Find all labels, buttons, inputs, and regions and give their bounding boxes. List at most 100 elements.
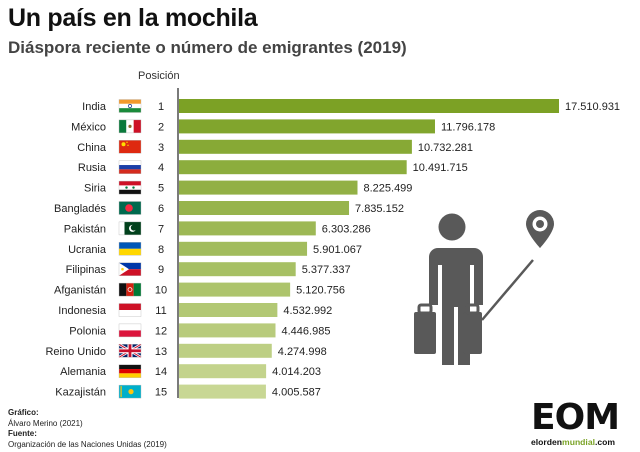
country-label: China (77, 142, 107, 154)
kazakhstan-flag (118, 384, 142, 399)
bangladesh-flag (118, 201, 142, 215)
bar-row: Pakistán 7 6.303.286 (64, 221, 371, 236)
country-label: India (82, 101, 107, 113)
ukraine-flag (118, 242, 142, 256)
position-label: 13 (155, 346, 167, 358)
country-label: México (71, 121, 106, 133)
bar (179, 160, 407, 175)
country-label: Filipinas (66, 264, 107, 276)
position-label: 4 (158, 162, 164, 174)
position-label: 1 (158, 101, 164, 113)
bar-row: Polonia 12 4.446.985 (69, 323, 331, 338)
bar (179, 364, 267, 379)
bar (179, 119, 435, 134)
country-label: Rusia (78, 162, 107, 174)
uk-flag (118, 343, 142, 359)
bar-row: Rusia 4 10.491.715 (78, 160, 468, 175)
position-label: 15 (155, 387, 167, 399)
source-text: Organización de las Naciones Unidas (201… (8, 439, 167, 449)
position-column-header: Posición (138, 70, 180, 82)
graphic-author: Álvaro Merino (2021) (8, 418, 83, 428)
country-label: Siria (84, 183, 107, 195)
bar-row: Alemania 14 4.014.203 (60, 364, 321, 379)
bar (179, 262, 296, 277)
country-label: Reino Unido (45, 346, 106, 358)
bar-row: Bangladés 6 7.835.152 (54, 201, 404, 215)
pakistan-flag (118, 221, 142, 236)
india-flag (118, 99, 142, 113)
bar (179, 343, 272, 358)
poland-flag (118, 323, 142, 338)
bar-row: Kazajistán 15 4.005.587 (55, 384, 321, 399)
country-label: Kazajistán (55, 387, 106, 399)
credits: Gráfico: Álvaro Merino (2021) Fuente: Or… (8, 408, 167, 450)
eom-logo: EOM elordenmundial.com (531, 397, 637, 448)
position-label: 6 (158, 203, 164, 215)
value-label: 5.901.067 (313, 244, 362, 256)
position-label: 10 (155, 285, 167, 297)
value-label: 4.014.203 (272, 366, 321, 378)
chart-title: Un país en la mochila (8, 4, 258, 32)
bar (179, 139, 412, 154)
location-pin-icon (526, 210, 554, 248)
russia-flag (118, 160, 142, 174)
bar (179, 99, 559, 113)
country-label: Alemania (60, 366, 107, 378)
bar (179, 221, 316, 236)
country-label: Bangladés (54, 203, 106, 215)
bar-row: Afganistán 10 5.120.756 (54, 282, 345, 297)
bar-row: China 3 10.732.281 (77, 139, 473, 154)
source-label: Fuente: (8, 429, 37, 438)
graphic-label: Gráfico: (8, 408, 39, 417)
bar-row: Indonesia 11 4.532.992 (58, 303, 332, 317)
value-label: 4.005.587 (272, 387, 321, 399)
bar-row: Filipinas 9 5.377.337 (66, 262, 351, 277)
afghanistan-flag (118, 282, 142, 297)
value-label: 5.377.337 (302, 264, 351, 276)
bar-row: Siria 5 8.225.499 (84, 180, 412, 195)
value-label: 7.835.152 (355, 203, 404, 215)
bar (179, 323, 276, 338)
bar (179, 180, 358, 195)
china-flag (118, 140, 142, 154)
value-label: 6.303.286 (322, 223, 371, 235)
bar (179, 303, 278, 317)
position-label: 9 (158, 264, 164, 276)
position-label: 5 (158, 183, 164, 195)
logo-url: elordenmundial.com (531, 437, 616, 447)
value-label: 4.446.985 (282, 325, 331, 337)
value-label: 5.120.756 (296, 285, 345, 297)
philippines-flag (118, 262, 142, 276)
value-label: 10.491.715 (413, 162, 468, 174)
position-label: 7 (158, 223, 164, 235)
indonesia-flag (118, 303, 142, 317)
country-label: Afganistán (54, 285, 106, 297)
value-label: 10.732.281 (418, 142, 473, 154)
bar (179, 384, 266, 399)
emigrant-with-suitcases-icon (414, 213, 534, 365)
germany-flag (118, 364, 142, 378)
position-label: 2 (158, 121, 164, 133)
mexico-flag (118, 119, 142, 134)
position-label: 8 (158, 244, 164, 256)
bar-row: Ucrania 8 5.901.067 (68, 241, 362, 256)
country-label: Polonia (69, 325, 107, 337)
logo-mark: EOM (531, 397, 620, 438)
chart-subtitle: Diáspora reciente o número de emigrantes… (8, 38, 407, 57)
position-label: 12 (155, 325, 167, 337)
bar (179, 201, 350, 215)
country-label: Pakistán (64, 223, 106, 235)
country-label: Ucrania (68, 244, 107, 256)
position-label: 3 (158, 142, 164, 154)
value-label: 11.796.178 (441, 121, 495, 133)
position-label: 14 (155, 366, 167, 378)
bar-row: India 1 17.510.931 (82, 99, 620, 113)
value-label: 8.225.499 (363, 183, 412, 195)
value-label: 17.510.931 (565, 101, 620, 113)
bar-row: Reino Unido 13 4.274.998 (45, 343, 327, 359)
syria-flag (118, 180, 142, 195)
value-label: 4.532.992 (283, 305, 332, 317)
bar (179, 241, 308, 256)
bar (179, 282, 291, 297)
